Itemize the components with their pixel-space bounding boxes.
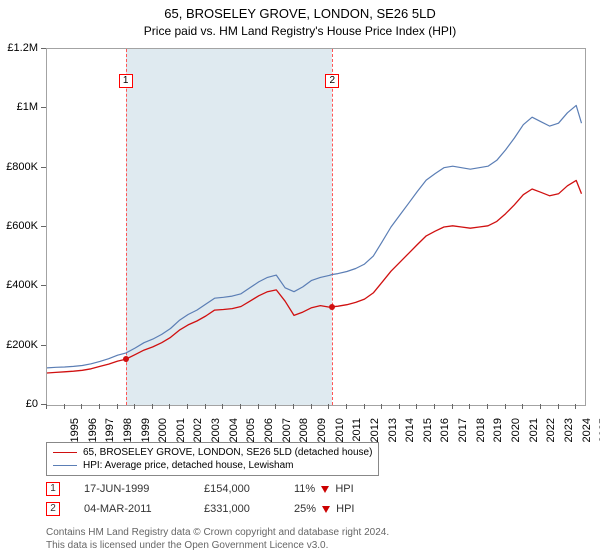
x-tick-mark (222, 404, 223, 409)
sale-delta-vs: HPI (332, 483, 353, 495)
sale-price: £331,000 (204, 503, 294, 515)
x-tick-mark (328, 404, 329, 409)
x-tick-label: 2018 (475, 418, 487, 448)
legend-item-0: 65, BROSELEY GROVE, LONDON, SE26 5LD (de… (53, 446, 372, 459)
sale-dot-1 (123, 356, 129, 362)
arrow-down-icon (322, 506, 330, 513)
footer-line-1: This data is licensed under the Open Gov… (46, 539, 389, 552)
legend-swatch (53, 452, 77, 453)
plot-area: 12 (46, 48, 586, 406)
legend-label: HPI: Average price, detached house, Lewi… (83, 460, 294, 471)
x-tick-mark (240, 404, 241, 409)
sale-row-1: 1 17-JUN-1999£154,00011% HPI (46, 482, 384, 496)
x-tick-mark (46, 404, 47, 409)
x-tick-mark (99, 404, 100, 409)
x-tick-label: 2020 (510, 418, 522, 448)
x-tick-mark (505, 404, 506, 409)
sale-delta: 25% HPI (294, 503, 384, 515)
x-tick-mark (487, 404, 488, 409)
x-tick-mark (575, 404, 576, 409)
x-tick-label: 2024 (581, 418, 593, 448)
y-tick-label: £0 (26, 398, 38, 410)
y-tick-label: £1M (17, 101, 38, 113)
legend-swatch (53, 465, 77, 466)
y-tick-mark (41, 226, 46, 227)
y-tick-mark (41, 345, 46, 346)
x-tick-mark (152, 404, 153, 409)
x-tick-mark (381, 404, 382, 409)
x-tick-label: 2017 (457, 418, 469, 448)
x-tick-mark (311, 404, 312, 409)
x-tick-mark (364, 404, 365, 409)
footer-line-0: Contains HM Land Registry data © Crown c… (46, 526, 389, 539)
sale-row-marker: 1 (46, 482, 60, 496)
x-tick-label: 2015 (422, 418, 434, 448)
chart-container: { "title": "65, BROSELEY GROVE, LONDON, … (0, 0, 600, 560)
legend-item-1: HPI: Average price, detached house, Lewi… (53, 459, 372, 472)
sale-row-marker: 2 (46, 502, 60, 516)
x-tick-mark (452, 404, 453, 409)
legend-label: 65, BROSELEY GROVE, LONDON, SE26 5LD (de… (83, 447, 372, 458)
x-tick-mark (399, 404, 400, 409)
chart-title: 65, BROSELEY GROVE, LONDON, SE26 5LD (0, 6, 600, 21)
x-tick-label: 2021 (528, 418, 540, 448)
shaded-sale-range (126, 49, 333, 405)
x-tick-label: 2016 (439, 418, 451, 448)
x-tick-label: 2013 (387, 418, 399, 448)
y-tick-label: £600K (6, 220, 38, 232)
y-tick-label: £1.2M (7, 42, 38, 54)
y-tick-mark (41, 107, 46, 108)
sale-date: 17-JUN-1999 (84, 483, 204, 495)
x-tick-mark (134, 404, 135, 409)
x-tick-mark (346, 404, 347, 409)
y-tick-label: £800K (6, 161, 38, 173)
x-tick-mark (64, 404, 65, 409)
x-tick-label: 2014 (404, 418, 416, 448)
x-tick-mark (293, 404, 294, 409)
sale-marker-2: 2 (325, 74, 339, 88)
sale-delta: 11% HPI (294, 483, 384, 495)
sale-delta-pct: 11% (294, 483, 318, 495)
legend: 65, BROSELEY GROVE, LONDON, SE26 5LD (de… (46, 442, 379, 476)
x-tick-mark (416, 404, 417, 409)
x-tick-label: 2022 (545, 418, 557, 448)
x-tick-mark (205, 404, 206, 409)
x-tick-mark (434, 404, 435, 409)
x-tick-mark (540, 404, 541, 409)
sale-vline-2 (332, 49, 333, 405)
x-tick-mark (275, 404, 276, 409)
chart-subtitle: Price paid vs. HM Land Registry's House … (0, 24, 600, 38)
sale-dot-2 (329, 304, 335, 310)
x-tick-mark (522, 404, 523, 409)
y-tick-mark (41, 285, 46, 286)
x-tick-label: 2023 (563, 418, 575, 448)
y-tick-mark (41, 167, 46, 168)
sale-price: £154,000 (204, 483, 294, 495)
sale-date: 04-MAR-2011 (84, 503, 204, 515)
x-tick-label: 2019 (492, 418, 504, 448)
sale-delta-vs: HPI (333, 503, 354, 515)
x-tick-mark (169, 404, 170, 409)
y-tick-label: £200K (6, 339, 38, 351)
sale-vline-1 (126, 49, 127, 405)
x-tick-mark (258, 404, 259, 409)
x-tick-mark (558, 404, 559, 409)
sale-delta-pct: 25% (294, 503, 319, 515)
x-tick-mark (469, 404, 470, 409)
y-tick-mark (41, 48, 46, 49)
sale-row-2: 2 04-MAR-2011£331,00025% HPI (46, 502, 384, 516)
x-tick-mark (187, 404, 188, 409)
footer-attribution: Contains HM Land Registry data © Crown c… (46, 526, 389, 552)
y-tick-label: £400K (6, 279, 38, 291)
sale-marker-1: 1 (119, 74, 133, 88)
arrow-down-icon (321, 486, 329, 493)
x-tick-mark (81, 404, 82, 409)
x-tick-mark (117, 404, 118, 409)
